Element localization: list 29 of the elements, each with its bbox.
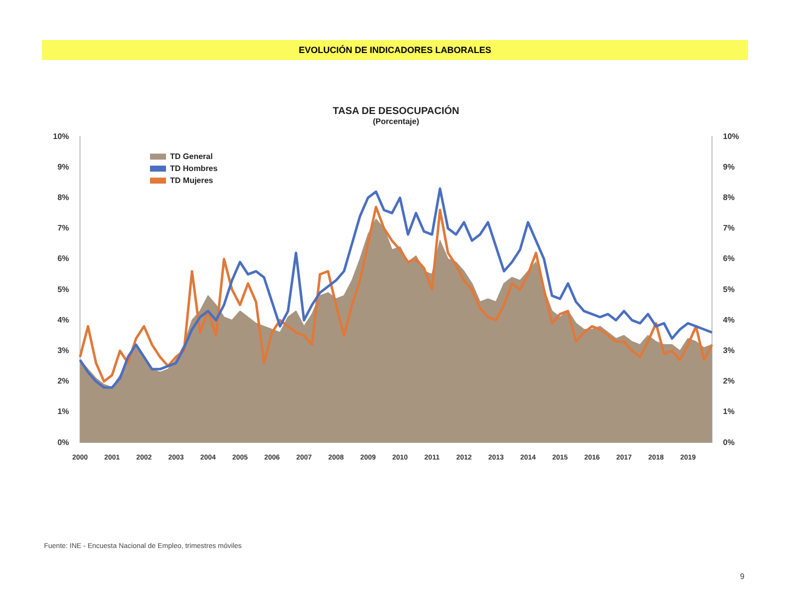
y2-tick-label: 0% [722,438,735,447]
y-tick-label: 4% [57,315,70,324]
legend-label: TD Hombres [170,164,218,173]
text: 9 [740,572,744,581]
chart-title: TASA DE DESOCUPACIÓN [332,104,460,117]
y-tick-label: 8% [57,193,70,202]
y-tick-label: 1% [57,407,70,416]
y2-tick-label: 2% [722,376,735,386]
y-tick-label: 9% [57,162,70,172]
y2-tick-label: 9% [722,162,735,172]
y-tick-label: 2% [57,376,70,386]
y-tick-label: 3% [57,346,70,356]
y2-tick-label: 8% [722,193,735,202]
y-tick-label: 10% [52,132,70,141]
y-tick-label: 0% [57,438,70,447]
text: EVOLUCIÓN DE INDICADORES LABORALES [42,40,748,60]
legend-label: TD General [170,152,213,161]
legend-label: TD Mujeres [170,176,214,185]
y-tick-label: 5% [57,284,70,294]
y-tick-label: 7% [57,224,70,233]
y2-tick-label: 6% [722,254,735,264]
y2-tick-label: 4% [722,315,735,324]
y2-tick-label: 7% [722,224,735,233]
y-tick-label: 6% [57,254,70,264]
y2-tick-label: 1% [722,407,735,416]
y2-tick-label: 10% [722,132,740,141]
y2-tick-label: 5% [722,284,735,294]
chart-subtitle: (Porcentaje) [372,117,420,126]
y2-tick-label: 3% [722,346,735,356]
